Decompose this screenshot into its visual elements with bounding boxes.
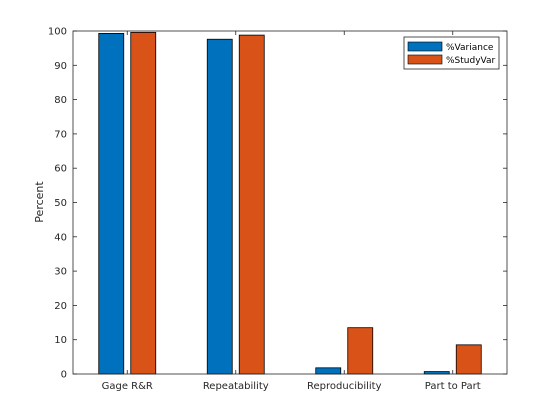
x-tick-label: Gage R&R xyxy=(102,381,153,392)
bar-studyvar xyxy=(238,34,265,375)
legend-label: %StudyVar xyxy=(446,56,496,66)
y-tick-label: 100 xyxy=(48,27,67,38)
y-tick-label: 90 xyxy=(54,61,67,72)
y-tick-labels: 0 10 20 30 40 50 60 70 80 90 100 xyxy=(48,27,67,381)
legend: %Variance %StudyVar xyxy=(403,36,500,70)
y-tick-label: 10 xyxy=(54,335,67,346)
plot-frame xyxy=(72,30,508,375)
bar-studyvar xyxy=(347,327,374,375)
y-tick-label: 0 xyxy=(61,370,67,381)
x-tick-labels: Gage R&R Repeatability Reproducibility Part… xyxy=(102,381,481,392)
bars-group xyxy=(98,31,482,375)
y-tick-label: 20 xyxy=(54,301,67,312)
y-tick-label: 30 xyxy=(54,267,67,278)
bar-variance xyxy=(315,367,342,375)
y-tick-label: 80 xyxy=(54,95,67,106)
y-tick-label: 40 xyxy=(54,232,67,243)
bar-studyvar xyxy=(130,31,157,375)
y-axis-title: Percent xyxy=(33,181,46,223)
bar-variance xyxy=(98,33,125,375)
bar-studyvar xyxy=(455,344,482,375)
bar-variance xyxy=(206,38,233,375)
legend-swatch xyxy=(407,54,443,65)
y-tick-label: 50 xyxy=(54,198,67,209)
x-tick-label: Part to Part xyxy=(425,381,481,392)
y-tick-label: 70 xyxy=(54,129,67,140)
legend-label: %Variance xyxy=(446,43,494,53)
legend-swatch xyxy=(407,41,443,52)
x-tick-label: Repeatability xyxy=(203,381,269,392)
x-tick-label: Reproducibility xyxy=(307,381,382,392)
y-tick-label: 60 xyxy=(54,164,67,175)
